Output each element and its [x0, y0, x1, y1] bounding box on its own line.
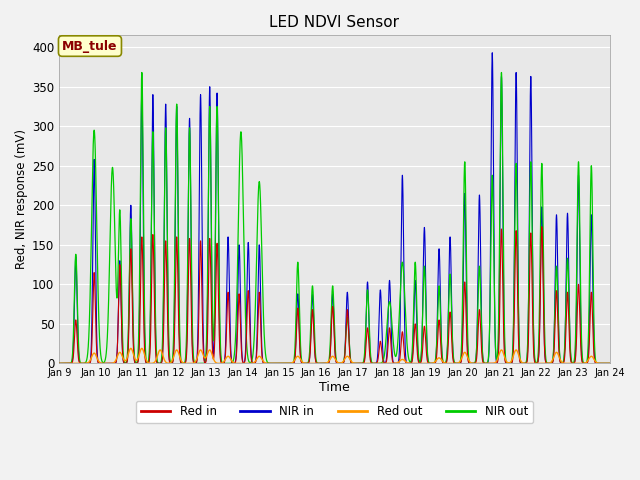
Text: MB_tule: MB_tule: [62, 39, 118, 53]
X-axis label: Time: Time: [319, 381, 350, 394]
Legend: Red in, NIR in, Red out, NIR out: Red in, NIR in, Red out, NIR out: [136, 401, 533, 423]
Y-axis label: Red, NIR response (mV): Red, NIR response (mV): [15, 129, 28, 269]
Title: LED NDVI Sensor: LED NDVI Sensor: [269, 15, 399, 30]
